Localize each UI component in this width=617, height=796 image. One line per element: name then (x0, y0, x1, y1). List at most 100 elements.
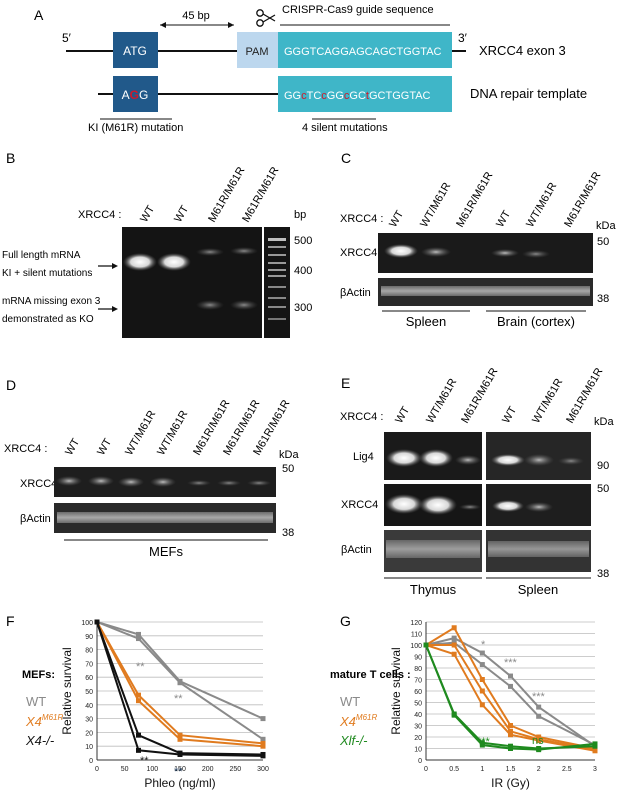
arrowhead-full-length (112, 263, 118, 269)
blot-band (56, 476, 82, 486)
spacing-arrowhead-right (228, 22, 234, 28)
gel-band (157, 253, 191, 271)
sig-marker: ** (136, 661, 145, 673)
tmpl-part-5: GCTGGTAC (369, 90, 431, 102)
y-tick-label: 10 (414, 747, 422, 754)
blot-band (187, 480, 211, 486)
gel-band (196, 300, 224, 310)
pam-label: PAM (245, 46, 268, 58)
lane-label: WT (500, 404, 519, 425)
blot-band (522, 250, 550, 258)
y-tick-label: 60 (85, 675, 93, 682)
agg-a: A (122, 88, 130, 102)
data-point (479, 742, 485, 748)
y-tick-label: 120 (410, 620, 422, 627)
y-tick-label: 20 (85, 730, 93, 737)
data-point (479, 662, 485, 668)
data-point (536, 704, 542, 710)
legend-entry: X4M61R (339, 713, 377, 729)
x-tick-label: 50 (121, 766, 129, 773)
series-line (96, 621, 264, 741)
series-line (426, 644, 596, 751)
sig-marker: *** (477, 736, 491, 748)
y-tick-label: 30 (414, 724, 422, 731)
series-line (96, 621, 264, 748)
spacing-arrowhead-left (160, 22, 166, 28)
lane-label: WT (138, 203, 157, 224)
blot-band (492, 500, 524, 512)
data-point (479, 650, 485, 656)
sig-marker: *** (504, 657, 518, 669)
y-tick-label: 90 (85, 634, 93, 641)
series-line (425, 644, 596, 751)
pam-box (237, 32, 278, 68)
data-point (177, 680, 183, 686)
y-tick-label: 30 (85, 717, 93, 724)
ladder-band (268, 269, 286, 271)
y-tick-label: 40 (414, 712, 422, 719)
y-tick-label: 110 (411, 632, 422, 639)
x-tick-label: 0 (424, 766, 428, 773)
legend-entry: WT (340, 694, 360, 709)
blot-band (558, 457, 584, 465)
data-point (260, 716, 266, 722)
x-axis-label: IR (Gy) (491, 776, 530, 790)
series-line (96, 621, 264, 720)
lane-label: WT/M61R (123, 409, 158, 458)
blot-band (386, 540, 480, 558)
panel-d-label: D (6, 377, 16, 393)
data-point (136, 631, 141, 637)
panel-c: C XRCC4 : WT WT/M61R M61R/M61R WT WT/M61… (340, 150, 616, 329)
blot-band (57, 512, 273, 523)
legend-entry-text: X4-/- (25, 733, 55, 748)
blot-band (381, 286, 590, 296)
legend-entry: Xlf-/- (339, 733, 368, 748)
template-label: DNA repair template (470, 86, 587, 101)
data-point (479, 677, 485, 682)
row-label-lig4: Lig4 (353, 451, 374, 463)
y-tick-label: 80 (414, 666, 422, 673)
blot-band (217, 480, 241, 486)
agg-label: AGG (122, 88, 149, 102)
gel-b-ladder (264, 227, 290, 338)
x-tick-label: 250 (229, 766, 241, 773)
guide-sequence: GGGTCAGGAGCAGCTGGTAC (284, 46, 442, 58)
blot-band (384, 244, 418, 258)
silent-mark-4: t (366, 90, 369, 102)
data-point (479, 688, 485, 694)
silent-label: 4 silent mutations (302, 122, 388, 134)
five-prime-label: 5′ (62, 31, 72, 45)
data-point (508, 673, 513, 679)
blot-band (247, 480, 271, 486)
data-point (177, 736, 183, 742)
data-point (536, 747, 542, 753)
exon-box (278, 32, 452, 68)
data-point (136, 636, 141, 642)
data-point (508, 732, 513, 738)
series-line (425, 644, 596, 752)
sig-marker: *** (532, 691, 546, 703)
row-label-actin: βActin (340, 287, 371, 299)
legend-entry-text: Xlf-/- (339, 733, 368, 748)
y-tick-label: 0 (89, 758, 93, 765)
x-tick-label: 300 (257, 766, 269, 773)
x-tick-label: 2.5 (562, 766, 572, 773)
marker-50: 50 (597, 236, 609, 248)
y-tick-label: 100 (410, 643, 422, 650)
annotation-missing-exon: mRNA missing exon 3 (2, 296, 101, 307)
tmpl-part-1: GG (284, 90, 301, 102)
tissue-label: Brain (cortex) (497, 314, 575, 329)
panel-b-label: B (6, 150, 15, 166)
agg-mutation-mark: G (130, 88, 139, 102)
lane-label: WT (494, 208, 513, 229)
atg-label: ATG (123, 44, 147, 58)
marker-38: 38 (597, 293, 609, 305)
y-tick-label: 60 (414, 689, 422, 696)
y-tick-label: 70 (85, 661, 93, 668)
data-point (451, 635, 457, 641)
data-point (94, 619, 100, 625)
marker-label: 300 (294, 302, 312, 314)
panel-b: B XRCC4 : WT WT M61R/M61R M61R/M61R bp 5… (2, 150, 312, 338)
data-point (536, 713, 542, 719)
blot-band (419, 495, 457, 515)
